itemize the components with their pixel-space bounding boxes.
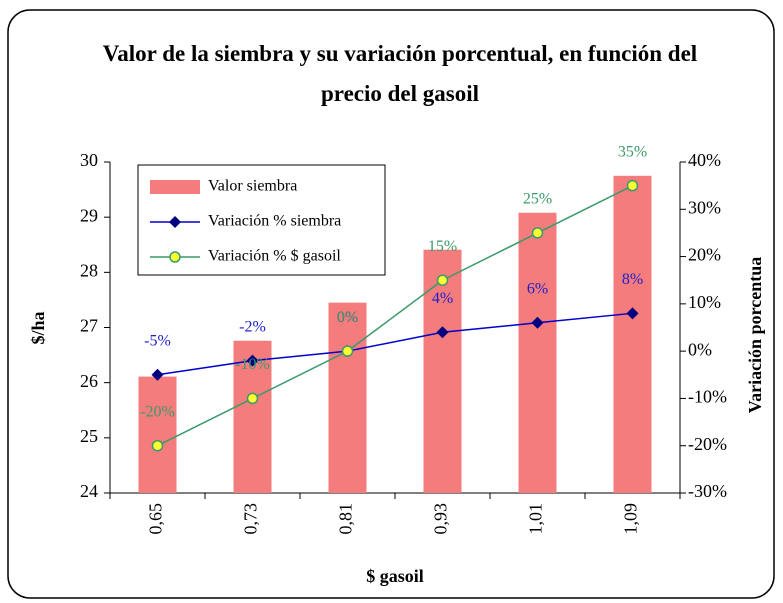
y-tick-label: 25 (80, 426, 98, 446)
y-tick-label: 26 (80, 371, 98, 391)
x-tick-label: 0,65 (146, 503, 166, 535)
y2-tick-label: -10% (688, 387, 727, 407)
y2-tick-label: 40% (688, 150, 721, 170)
y2-tick-label: 10% (688, 292, 721, 312)
data-label: -5% (144, 332, 171, 349)
bar (614, 176, 652, 493)
x-tick-label: 0,81 (336, 503, 356, 535)
y-tick-label: 28 (80, 260, 98, 280)
y-tick-label: 27 (80, 316, 98, 336)
x-tick-label: 1,01 (526, 503, 546, 535)
data-label: 25% (523, 191, 552, 208)
marker (438, 275, 448, 285)
marker (533, 228, 543, 238)
bar (139, 377, 177, 493)
y2-tick-label: -30% (688, 481, 727, 501)
legend-label: Variación % $ gasoil (208, 248, 341, 265)
x-tick-label: 0,93 (431, 503, 451, 535)
legend-marker (170, 252, 180, 262)
data-label: -20% (140, 403, 175, 420)
y2-axis-label: Variación porcentua (745, 257, 765, 414)
data-label: -2% (239, 318, 266, 335)
marker (628, 181, 638, 191)
data-label: 35% (618, 143, 647, 160)
legend-label: Valor siembra (208, 178, 297, 195)
chart-title: Valor de la siembra y su variación porce… (100, 34, 700, 114)
y2-tick-label: -20% (688, 434, 727, 454)
y2-tick-label: 0% (688, 339, 712, 359)
data-label: -10% (235, 356, 270, 373)
y-tick-label: 24 (80, 481, 98, 501)
x-tick-label: 1,09 (621, 503, 641, 535)
y-tick-label: 30 (80, 150, 98, 170)
data-label: 8% (622, 271, 643, 288)
marker (343, 346, 353, 356)
bar (519, 213, 557, 493)
marker (153, 441, 163, 451)
y2-tick-label: 20% (688, 245, 721, 265)
data-label: 0% (337, 309, 358, 326)
data-label: 4% (432, 290, 453, 307)
bar (329, 303, 367, 493)
data-label: 15% (428, 238, 457, 255)
x-axis-label: $ gasoil (366, 566, 424, 586)
bar (424, 250, 462, 493)
page: 24 25 26 27 28 29 30 -30% -20% -10% 0% 10% 20% 30% 40%… (0, 0, 783, 603)
legend-label: Variación % siembra (208, 213, 341, 230)
y2-tick-label: 30% (688, 197, 721, 217)
legend-swatch (150, 180, 200, 194)
marker (248, 393, 258, 403)
y-axis-label: $/ha (28, 311, 48, 344)
data-label: 6% (527, 280, 548, 297)
y-tick-label: 29 (80, 205, 98, 225)
x-tick-label: 0,73 (241, 503, 261, 535)
